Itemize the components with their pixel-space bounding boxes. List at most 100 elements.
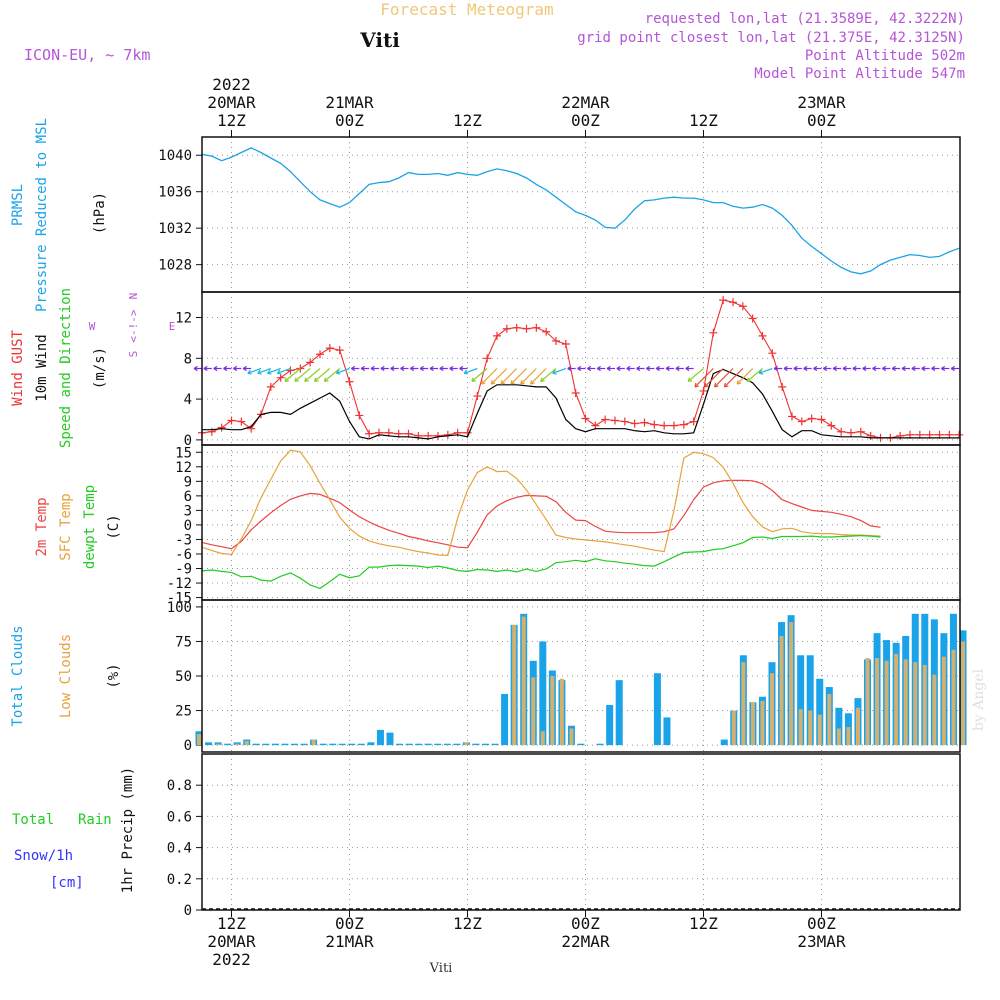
wind-arrow-shaft xyxy=(500,368,518,385)
wind-arrow-head xyxy=(577,365,582,372)
wind-arrow-head xyxy=(480,380,486,385)
low-cloud-bar xyxy=(836,728,841,746)
wind-arrow xyxy=(380,365,389,372)
wind-arrow-shaft xyxy=(323,368,341,382)
y-tick-label: -9 xyxy=(175,562,192,578)
y-tick-label: 12 xyxy=(175,460,192,476)
wind-arrow xyxy=(596,365,606,372)
gust-marker xyxy=(601,415,610,424)
wind-arrow xyxy=(891,365,901,372)
wind-arrow xyxy=(351,365,360,372)
top-time-label: 00Z xyxy=(571,111,600,130)
label-hpa: (hPa) xyxy=(92,192,108,234)
wind-arrow-head xyxy=(694,382,699,388)
gust-marker xyxy=(709,328,718,337)
gust-marker xyxy=(266,382,275,391)
wind-arrow-shaft xyxy=(481,368,498,385)
low-cloud-bar xyxy=(569,728,574,746)
wind-arrow xyxy=(242,365,252,372)
wind-arrow-head xyxy=(803,365,808,372)
label-precip: 1hr Precip (mm) xyxy=(120,767,136,893)
gust-marker xyxy=(856,427,865,436)
wind-arrow xyxy=(480,368,498,385)
wind-arrow-head xyxy=(931,365,936,372)
y-tick-label: -15 xyxy=(167,591,192,607)
gust-marker xyxy=(679,420,688,429)
wind-arrow xyxy=(911,365,920,372)
gust-marker xyxy=(453,428,462,437)
total-cloud-bar xyxy=(720,739,728,746)
gust-marker xyxy=(483,354,492,363)
wind-arrow xyxy=(783,365,792,372)
total-cloud-bar xyxy=(205,742,213,746)
gust-marker xyxy=(846,428,855,437)
wind-arrow xyxy=(931,365,940,372)
bottom-time-label: 00Z xyxy=(571,914,600,933)
gust-marker xyxy=(522,324,531,333)
wind-arrow-head xyxy=(852,365,857,372)
wind-arrow xyxy=(284,368,301,382)
wind-arrow-shaft xyxy=(304,368,321,382)
wind-arrow-head xyxy=(439,365,444,372)
compass-arrow: <-!-> xyxy=(127,309,140,342)
wind-arrow-shaft xyxy=(704,368,724,388)
wind-arrow-head xyxy=(390,365,395,372)
gust-marker xyxy=(473,392,482,401)
y-tick-label: -12 xyxy=(167,576,192,592)
wind-arrow-head xyxy=(490,380,496,385)
top-time-label: 20MAR xyxy=(207,93,256,112)
wind-arrow-head xyxy=(400,365,405,372)
y-tick-label: 6 xyxy=(184,489,192,505)
temp-sfc-line xyxy=(201,449,881,557)
gust-marker xyxy=(551,336,560,345)
panel-frame xyxy=(201,599,961,753)
wind-arrow-head xyxy=(882,365,887,372)
total-cloud-bar xyxy=(271,743,279,746)
chart-title: Forecast Meteogram xyxy=(380,0,553,19)
bottom-time-label: 12Z xyxy=(217,914,246,933)
label-ms: (m/s) xyxy=(92,347,108,389)
total-cloud-bar xyxy=(367,742,375,746)
low-cloud-bar xyxy=(903,659,908,746)
gust-marker xyxy=(571,388,580,397)
gust-marker xyxy=(650,420,659,429)
compass-rose: N <-!-> S W E xyxy=(89,293,176,358)
y-tick-label: 3 xyxy=(184,503,192,519)
requested-coords: requested lon,lat (21.3589E, 42.3222N) xyxy=(645,11,965,27)
gust-marker xyxy=(355,411,364,420)
wind-arrow xyxy=(567,365,576,372)
model-altitude: Model Point Altitude 547m xyxy=(754,66,965,82)
y-tick-label: 1028 xyxy=(158,258,192,274)
label-dewpt-temp: dewpt Temp xyxy=(82,485,98,569)
wind-arrow-shaft xyxy=(267,367,281,374)
wind-arrow-head xyxy=(510,380,515,385)
wind-arrow xyxy=(313,368,331,382)
wind-arrow xyxy=(294,368,311,382)
total-cloud-bar xyxy=(338,743,346,746)
low-cloud-bar xyxy=(894,653,899,746)
y-tick-label: 0 xyxy=(184,518,192,534)
gust-marker xyxy=(325,344,334,353)
gust-marker xyxy=(532,323,541,332)
label-total: Total xyxy=(12,812,54,828)
y-tick-label: 100 xyxy=(167,600,192,616)
wind-arrow-head xyxy=(213,365,218,372)
wind-arrow-shaft xyxy=(463,367,478,374)
gust-marker xyxy=(227,416,236,425)
wind-arrow-head xyxy=(203,365,208,372)
low-cloud-bar xyxy=(779,635,784,746)
wind-arrow xyxy=(941,365,950,372)
wind-arrow-head xyxy=(941,365,946,372)
wind-10m-line xyxy=(202,368,960,440)
bottom-time-label: 00Z xyxy=(807,914,836,933)
wind-arrow xyxy=(646,365,655,372)
gust-marker xyxy=(365,429,374,438)
gust-marker xyxy=(443,430,452,439)
total-cloud-bar xyxy=(501,693,509,746)
point-altitude: Point Altitude 502m xyxy=(805,48,965,64)
wind-arrow-head xyxy=(276,369,282,375)
wind-arrow-shaft xyxy=(247,367,262,374)
gust-marker xyxy=(610,416,619,425)
y-tick-label: 0 xyxy=(184,903,192,919)
gust-marker xyxy=(512,323,521,332)
